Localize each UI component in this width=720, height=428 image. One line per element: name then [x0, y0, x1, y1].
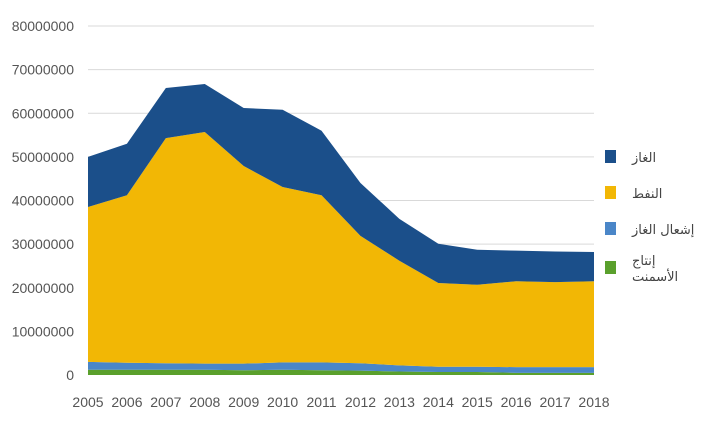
y-tick-label: 50000000	[12, 149, 75, 165]
y-tick-label: 0	[66, 367, 74, 383]
x-tick-label: 2006	[111, 394, 142, 410]
x-tick-label: 2014	[423, 394, 454, 410]
legend-label: إنتاج الأسمنت	[632, 254, 678, 285]
legend-label: النفط	[632, 187, 662, 202]
legend-swatch	[605, 261, 616, 274]
x-tick-label: 2008	[189, 394, 220, 410]
x-tick-label: 2013	[384, 394, 415, 410]
x-tick-label: 2011	[306, 394, 336, 410]
y-tick-label: 70000000	[12, 62, 75, 78]
y-tick-label: 60000000	[12, 105, 75, 121]
legend-label: الغاز	[631, 151, 656, 166]
y-tick-label: 10000000	[12, 323, 75, 339]
y-tick-label: 80000000	[12, 18, 75, 34]
y-axis: 0 10000000 20000000 30000000 40000000 5000000…	[12, 18, 75, 383]
area-series-path	[88, 132, 594, 368]
legend-swatch	[605, 150, 616, 163]
area-series-path	[88, 369, 594, 375]
x-tick-label: 2005	[72, 394, 103, 410]
x-tick-label: 2018	[578, 394, 609, 410]
area-series-path	[88, 84, 594, 285]
legend-label-line: إنتاج	[632, 254, 656, 269]
legend-label-line: الغاز	[631, 151, 656, 166]
area-series	[88, 84, 594, 375]
x-tick-label: 2007	[150, 394, 181, 410]
x-tick-label: 2012	[345, 394, 376, 410]
y-tick-label: 40000000	[12, 193, 75, 209]
legend-swatch	[605, 222, 616, 235]
x-axis: 2005 2006 2007 2008 2009 2010 2011 2012 2013 2014…	[72, 394, 609, 410]
area-series-path	[88, 361, 594, 373]
x-tick-label: 2015	[462, 394, 493, 410]
x-tick-label: 2016	[501, 394, 532, 410]
legend-label-line: إشعال الغاز	[631, 223, 694, 238]
x-tick-label: 2010	[267, 394, 298, 410]
legend: الغاز النفط إشعال الغاز إنتاج الأسمنت	[605, 150, 694, 285]
legend-swatch	[605, 186, 616, 199]
y-tick-label: 20000000	[12, 280, 75, 296]
legend-label-line: الأسمنت	[632, 268, 678, 285]
legend-label-line: النفط	[632, 187, 662, 202]
legend-label: إشعال الغاز	[631, 223, 694, 238]
x-tick-label: 2009	[228, 394, 259, 410]
x-tick-label: 2017	[539, 394, 570, 410]
y-tick-label: 30000000	[12, 236, 75, 252]
